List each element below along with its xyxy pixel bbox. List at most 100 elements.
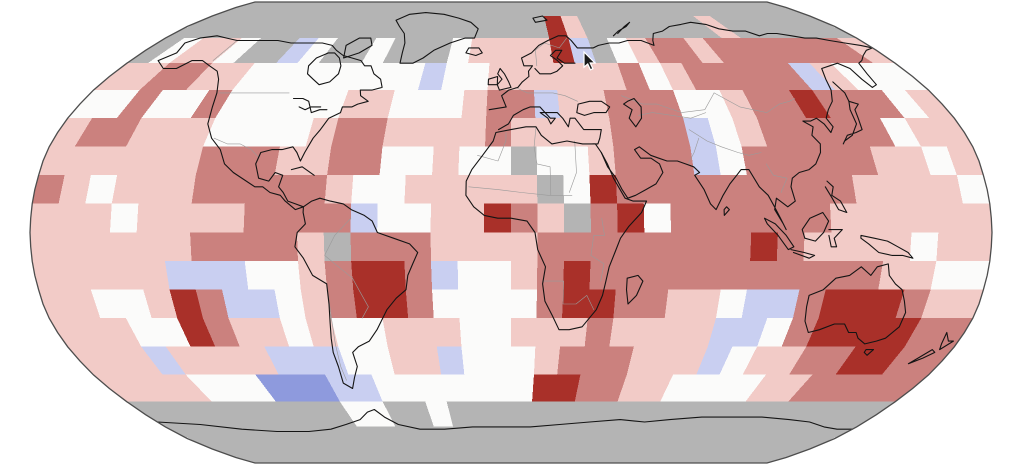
grid-cell — [296, 232, 326, 262]
grid-cell — [83, 203, 113, 233]
grid-cell — [510, 117, 537, 148]
grid-cell — [300, 289, 332, 319]
border-india-pakistan — [687, 137, 700, 165]
border-east-africa — [590, 217, 605, 282]
grid-cell — [109, 232, 139, 262]
grid-cell — [856, 203, 886, 233]
border-himalaya — [688, 129, 762, 156]
grid-cell — [613, 146, 643, 176]
grid-cell — [85, 260, 118, 290]
grid-cell — [510, 203, 538, 233]
grid-cell — [327, 289, 358, 319]
grid-cell — [535, 317, 563, 348]
coastline-greenland — [395, 12, 479, 64]
grid-cell — [723, 232, 752, 262]
border-kazakhstan — [621, 92, 715, 113]
grid-cell — [403, 232, 432, 262]
border-algeria-libya-chad — [533, 126, 552, 196]
grid-cell — [484, 260, 512, 290]
grid-cell — [323, 232, 352, 262]
grid-cell — [936, 203, 966, 233]
grid-cell — [694, 260, 725, 290]
grid-cell — [494, 448, 512, 464]
grid-cell — [584, 317, 614, 348]
grid-cell — [537, 232, 565, 262]
coastline-tasmania — [863, 349, 875, 356]
grid-cell — [270, 232, 299, 262]
grid-cell — [563, 232, 592, 262]
grid-cell — [457, 260, 486, 290]
grid-cell — [216, 232, 246, 262]
grid-cell — [351, 260, 381, 290]
grid-cell — [323, 203, 352, 233]
grid-cell — [485, 317, 512, 348]
grid-cell — [430, 175, 459, 205]
grid-cell — [803, 203, 832, 233]
grid-cell — [590, 203, 619, 233]
coastline-north-america — [157, 35, 383, 211]
grid-cell — [382, 117, 413, 148]
grid-cell — [560, 317, 589, 348]
grid-cell — [404, 175, 433, 205]
coastline-svalbard — [532, 15, 548, 23]
grid-cell — [164, 175, 197, 205]
grid-cell — [664, 289, 695, 319]
grid-cell — [825, 175, 858, 205]
border-brazil-west — [324, 217, 369, 319]
grid-cell — [962, 232, 993, 262]
grid-cell — [29, 232, 60, 262]
border-alaska-canada — [212, 40, 238, 61]
country-borders-layer — [212, 37, 796, 381]
grid-cell — [457, 232, 485, 262]
grid-cell — [109, 203, 139, 233]
coastline-ireland — [487, 75, 499, 86]
grid-cell — [191, 260, 223, 290]
coastline-sumatra — [763, 217, 795, 251]
grid-cell — [773, 260, 804, 290]
grid-cell — [510, 1, 528, 17]
grid-cell — [138, 260, 171, 290]
grid-cell — [377, 260, 407, 290]
grid-cell — [138, 175, 171, 205]
grid-cell — [458, 289, 486, 319]
grid-cell — [510, 289, 538, 319]
grid-cell — [29, 203, 60, 233]
grid-cell — [486, 89, 512, 119]
border-southern-africa — [542, 280, 595, 310]
grid-cell — [639, 289, 669, 319]
map-outline — [29, 1, 993, 464]
grid-cell — [510, 62, 535, 91]
grid-cell — [776, 203, 806, 233]
grid-cell — [510, 317, 537, 348]
grid-cell — [799, 260, 831, 290]
border-us-mexico — [213, 137, 260, 159]
coastline-south-america — [294, 197, 419, 390]
grid-cell — [433, 117, 462, 148]
grid-cell — [563, 175, 592, 205]
grid-cell — [510, 89, 536, 119]
grid-cell — [883, 203, 913, 233]
grid-cell — [489, 401, 512, 428]
grid-cell — [750, 232, 779, 262]
grid-cell — [379, 289, 409, 319]
cursor-arrow-icon — [583, 50, 597, 71]
coastline-baltic-sea — [534, 49, 576, 75]
grid-cell — [351, 175, 381, 205]
coastline-madagascar — [625, 274, 644, 305]
grid-cell — [136, 203, 166, 233]
coastline-great-lakes-lower — [298, 106, 322, 111]
grid-cell — [909, 203, 939, 233]
coastline-black-sea — [576, 100, 611, 116]
grid-cell — [461, 89, 489, 119]
coastline-asia-east-south-coast — [600, 47, 877, 231]
coastline-borneo — [801, 211, 830, 242]
grid-cell — [510, 175, 538, 205]
coastline-great-britain — [496, 67, 512, 91]
mouse-cursor-icon — [583, 50, 597, 71]
grid-cell — [164, 260, 197, 290]
coastline-new-zealand-south — [907, 349, 936, 365]
grid-cell — [408, 317, 438, 348]
temperature-grid-cells — [29, 1, 993, 464]
grid-cell — [563, 260, 592, 290]
grid-cell — [271, 175, 302, 205]
